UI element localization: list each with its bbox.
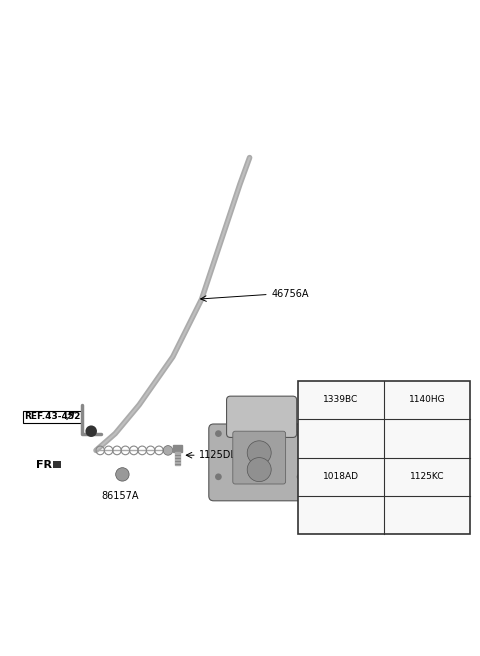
Circle shape — [247, 458, 271, 482]
Circle shape — [210, 468, 227, 485]
Bar — [425, 435, 429, 449]
Circle shape — [85, 426, 97, 437]
FancyBboxPatch shape — [334, 504, 348, 512]
Text: 1339BC: 1339BC — [323, 396, 359, 405]
Circle shape — [215, 430, 222, 437]
Text: 1018AD: 1018AD — [323, 472, 359, 482]
Circle shape — [116, 468, 129, 481]
Circle shape — [334, 432, 348, 445]
Text: REF.43-452: REF.43-452 — [24, 413, 80, 421]
Text: 46756A: 46756A — [271, 289, 309, 299]
Text: 86157A: 86157A — [101, 491, 139, 501]
Circle shape — [215, 474, 222, 480]
FancyBboxPatch shape — [227, 396, 297, 438]
Bar — [423, 428, 432, 435]
Text: FR.: FR. — [36, 460, 57, 470]
Bar — [298, 380, 470, 535]
Circle shape — [311, 487, 323, 500]
Bar — [173, 445, 182, 452]
Bar — [175, 452, 180, 465]
Circle shape — [297, 474, 303, 480]
Text: 1140HG: 1140HG — [409, 396, 445, 405]
FancyBboxPatch shape — [233, 431, 286, 484]
Text: 1125DL: 1125DL — [199, 450, 237, 461]
Circle shape — [291, 468, 309, 485]
Circle shape — [163, 445, 173, 455]
Circle shape — [297, 430, 303, 437]
Bar — [339, 512, 343, 527]
Circle shape — [210, 425, 227, 442]
Text: 1125KC: 1125KC — [410, 472, 444, 482]
Circle shape — [422, 505, 432, 516]
Text: 1125KG: 1125KG — [343, 499, 382, 509]
Circle shape — [291, 425, 309, 442]
FancyBboxPatch shape — [209, 424, 310, 501]
Circle shape — [336, 434, 346, 443]
Circle shape — [247, 441, 271, 465]
Bar — [53, 461, 61, 468]
